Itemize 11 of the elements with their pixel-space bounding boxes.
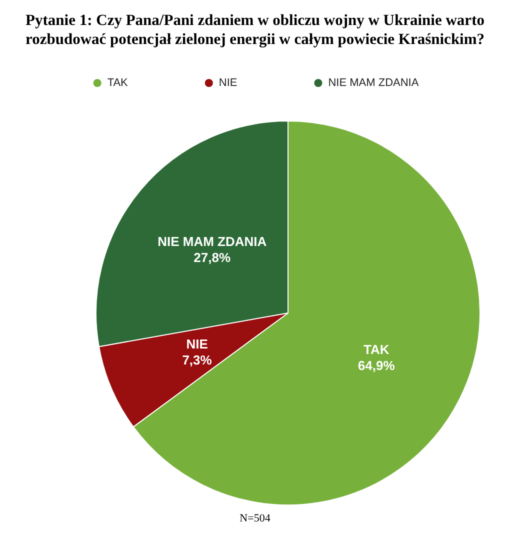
text: N=504 [240, 512, 271, 524]
data-label: 7,3% [182, 352, 212, 368]
slice-label: TAK [363, 342, 390, 358]
legend-label: TAK [107, 77, 129, 89]
legend-label: NIE MAM ZDANIA [328, 77, 420, 89]
data-label: 64,9% [358, 358, 396, 374]
chart-title: Pytanie 1: Czy Pana/Pani zdaniem w obliczu wojny w Ukrainie warto rozbudować potencjał zielonej energii w całym powiecie Kraśnickim? [25, 12, 485, 48]
slice-label: NIE [186, 336, 208, 352]
data-label: 27,8% [194, 250, 231, 265]
slice-label: NIE MAM ZDANIA [158, 234, 268, 249]
legend-label: NIE [218, 77, 238, 89]
